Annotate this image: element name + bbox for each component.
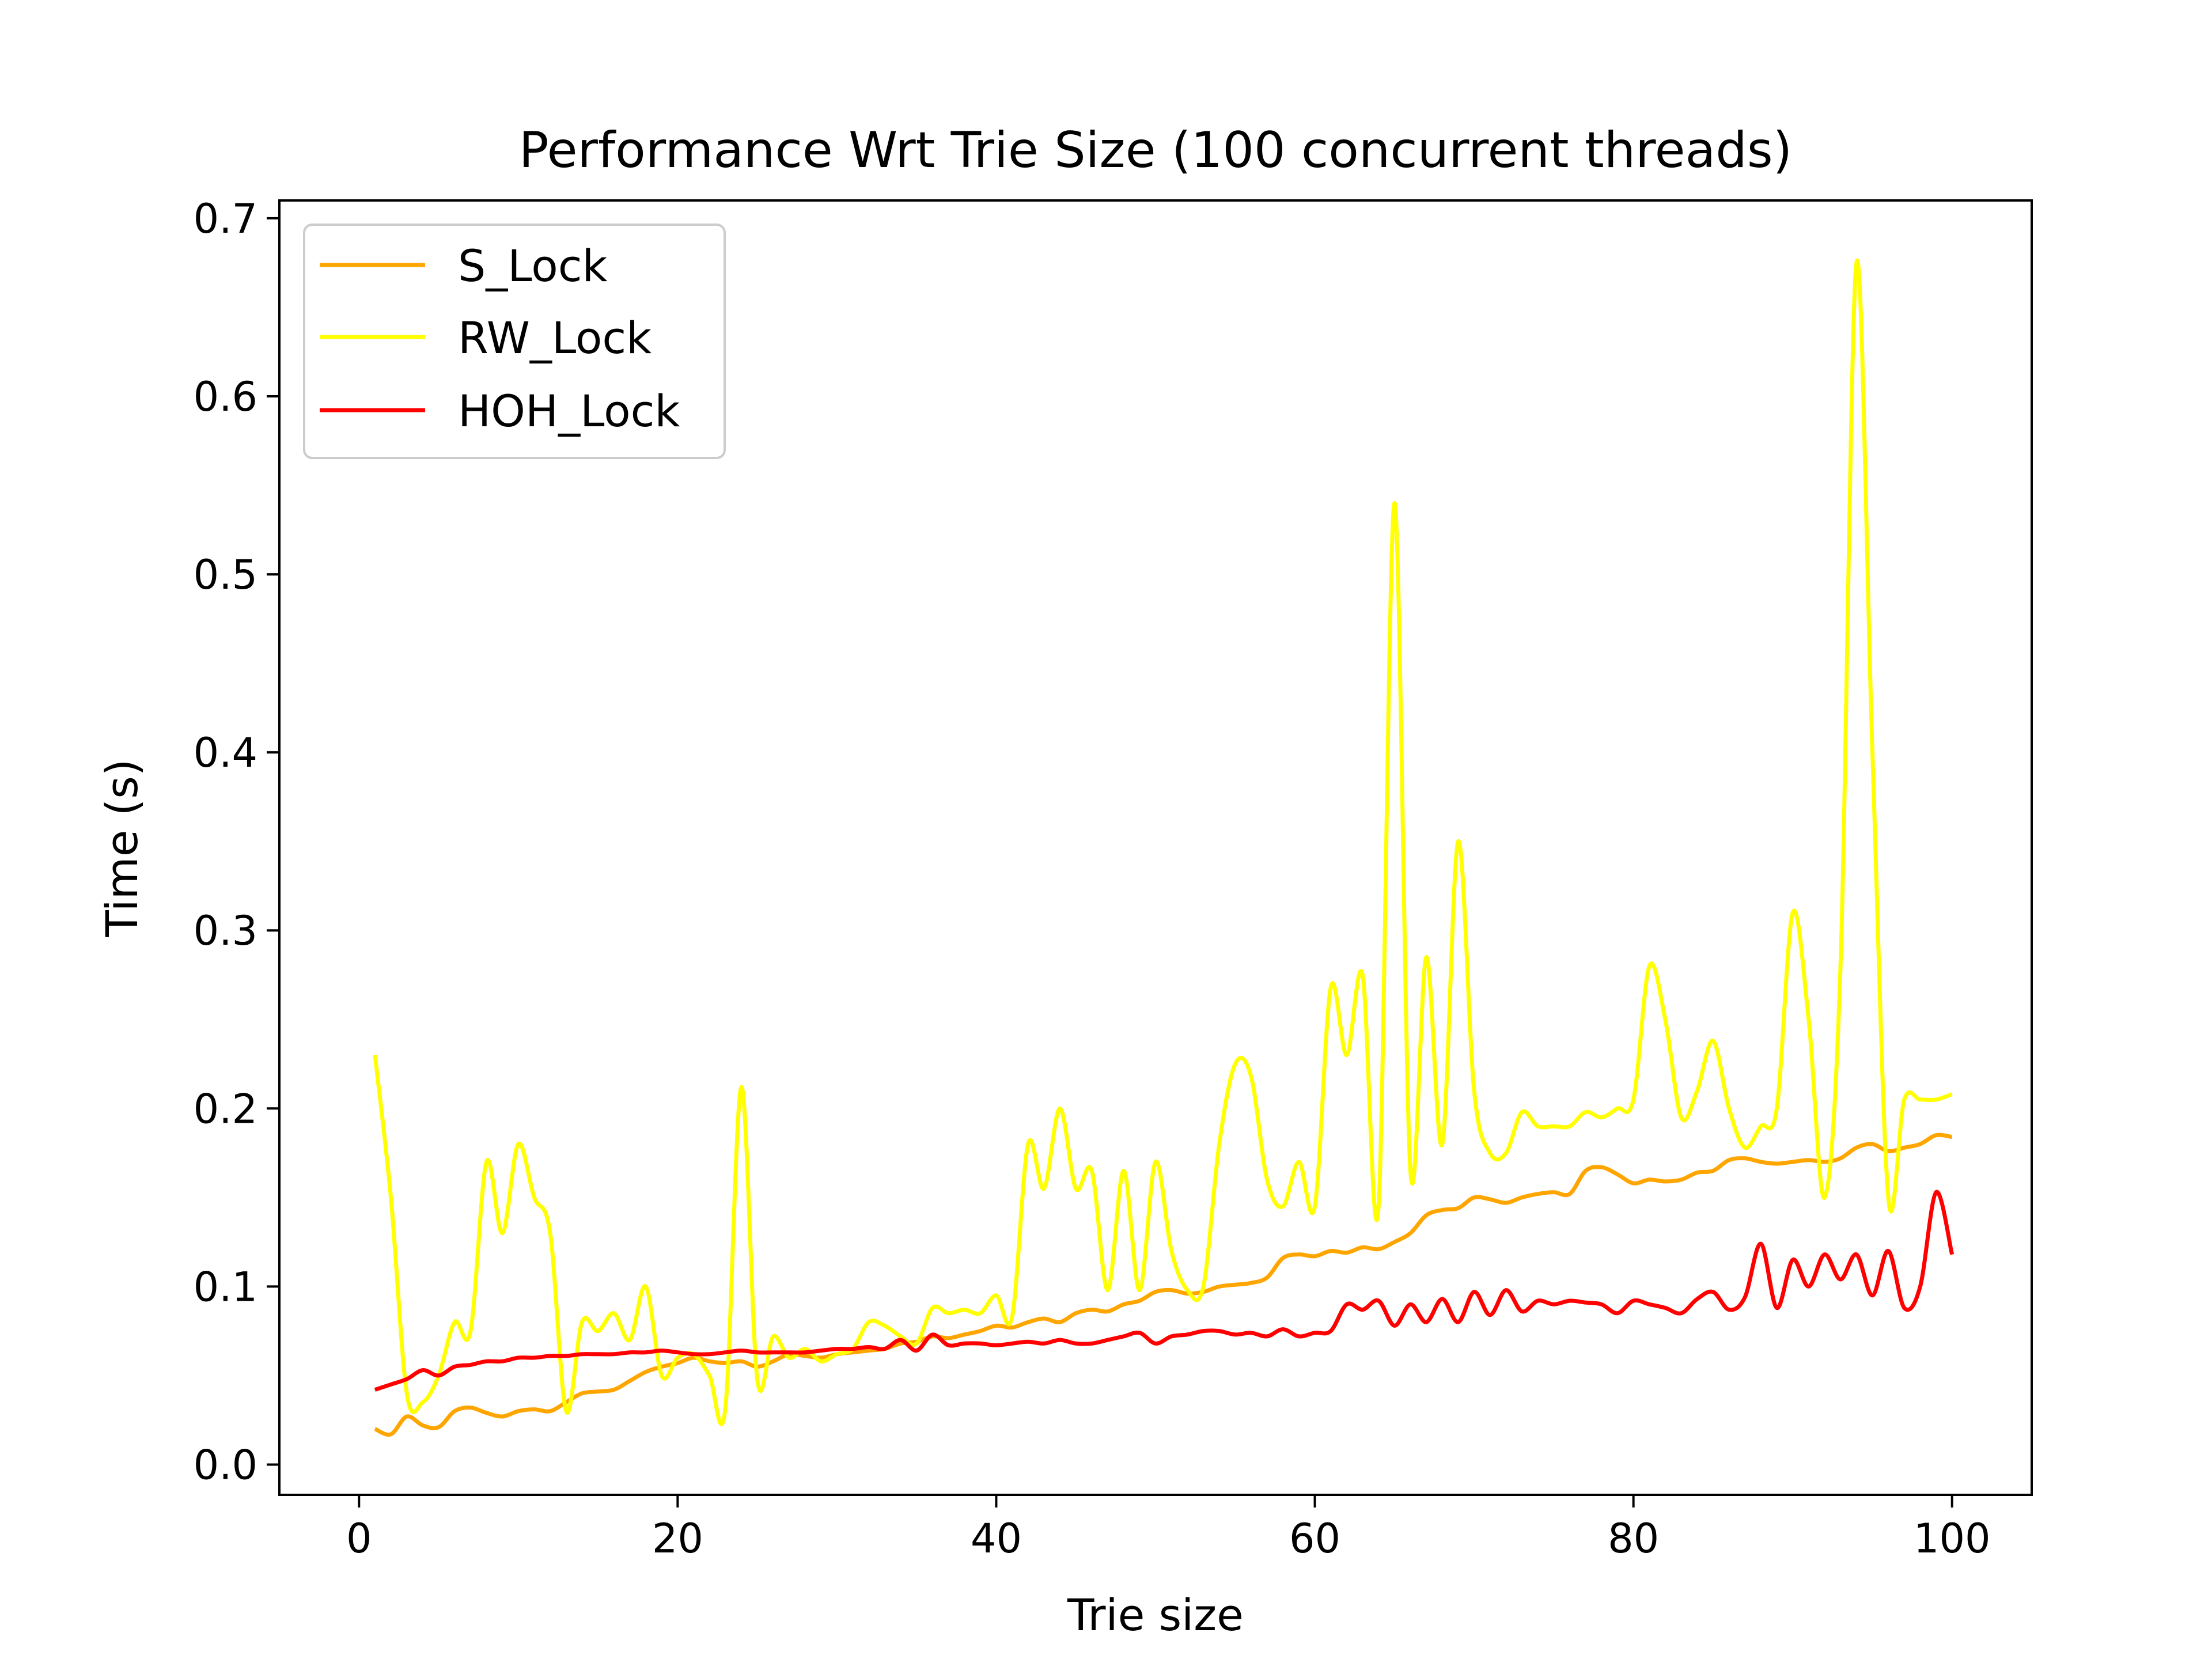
legend-label-rw-lock: RW_Lock (458, 312, 652, 363)
x-tick-label: 60 (1289, 1515, 1340, 1562)
y-axis-ticks: 0.0 0.1 0.2 0.3 0.4 0.5 0.6 0.7 (194, 195, 279, 1488)
plot-frame (278, 199, 2033, 1496)
y-tick-label: 0.3 (194, 907, 257, 955)
chart-title: Performance Wrt Trie Size (100 concurren… (519, 122, 1792, 179)
x-axis-ticks: 0 20 40 60 80 100 (346, 1495, 1991, 1562)
y-tick-label: 0.7 (194, 195, 257, 243)
series-line-s-lock (374, 1132, 1953, 1437)
y-tick-label: 0.2 (194, 1085, 257, 1132)
series-layer (373, 258, 1955, 1437)
legend: S_Lock RW_Lock HOH_Lock (303, 224, 726, 459)
x-tick-label: 0 (346, 1515, 372, 1562)
y-tick-label: 0.0 (194, 1441, 257, 1488)
x-tick-label: 40 (971, 1515, 1022, 1562)
legend-label-hoh-lock: HOH_Lock (458, 385, 680, 437)
y-tick-label: 0.1 (194, 1263, 257, 1310)
x-axis-label: Trie size (1067, 1589, 1244, 1641)
legend-box (303, 224, 726, 459)
y-tick-label: 0.6 (194, 373, 257, 421)
series-line-rw-lock (373, 258, 1953, 1426)
y-axis-label: Time (s) (96, 759, 147, 937)
x-tick-label: 20 (652, 1515, 703, 1562)
y-tick-label: 0.4 (194, 729, 257, 777)
x-tick-label: 100 (1914, 1515, 1991, 1562)
y-tick-label: 0.5 (194, 551, 257, 599)
x-tick-label: 80 (1608, 1515, 1659, 1562)
series-line-hoh-lock (374, 1190, 1955, 1392)
legend-label-s-lock: S_Lock (458, 240, 608, 291)
